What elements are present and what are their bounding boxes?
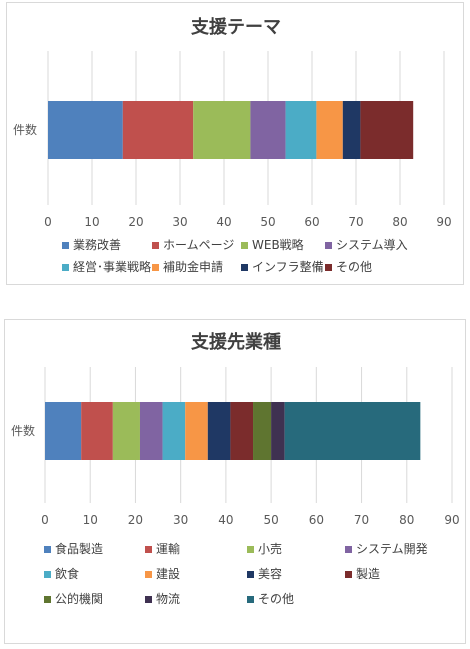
legend-label: その他 [336, 260, 372, 274]
bar-segment-9 [253, 402, 272, 460]
legend-swatch [325, 242, 332, 249]
bar-segment-2 [81, 402, 113, 460]
x-tick-label: 50 [260, 215, 275, 229]
x-tick-label: 70 [348, 215, 363, 229]
legend-label: システム開発 [356, 542, 428, 556]
chart-panel-client-industries: 支援先業種件数 0 10 20 30 40 50 60 70 80 90 食品製造 運輸 小売 システム開発… [4, 319, 466, 644]
legend-label: 建設 [156, 566, 180, 581]
bar-segment-3 [193, 101, 251, 159]
legend-swatch [325, 264, 332, 271]
legend-swatch [152, 264, 159, 271]
legend-label: 物流 [156, 592, 180, 606]
bar-segment-2 [122, 101, 194, 159]
x-tick-label: 0 [41, 513, 49, 527]
bar-segment-8 [230, 402, 254, 460]
bar-segment-5 [285, 101, 317, 159]
chart-panel-support-themes: 支援テーマ件数 0 10 20 30 40 50 60 70 80 90 業務改善 ホームページ WEB戦… [6, 2, 464, 285]
bar-segment-11 [284, 402, 421, 460]
legend-swatch [247, 571, 254, 578]
legend-swatch [44, 596, 51, 603]
bar-segment-5 [162, 402, 186, 460]
legend-label: 補助金申請 [163, 259, 223, 274]
legend-label: WEB戦略 [252, 237, 304, 252]
legend-label: 小売 [258, 541, 282, 556]
x-tick-label: 90 [436, 215, 451, 229]
category-label: 件数 [11, 423, 35, 438]
legend-label: インフラ整備 [252, 259, 324, 274]
x-tick-label: 70 [354, 513, 369, 527]
legend-swatch [44, 571, 51, 578]
legend-swatch [145, 571, 152, 578]
legend-swatch [247, 596, 254, 603]
x-tick-label: 80 [392, 215, 407, 229]
bar-segment-3 [112, 402, 140, 460]
legend-label: 製造 [356, 567, 380, 581]
x-tick-label: 40 [218, 513, 233, 527]
x-tick-label: 60 [304, 215, 319, 229]
bar-segment-6 [185, 402, 208, 460]
bar-segment-1 [48, 101, 123, 159]
x-tick-label: 0 [44, 215, 52, 229]
x-tick-label: 90 [444, 513, 459, 527]
legend-swatch [145, 596, 152, 603]
bar-segment-4 [139, 402, 163, 460]
chart-title: 支援先業種 [190, 331, 281, 353]
legend-swatch [62, 242, 69, 249]
chart-title: 支援テーマ [190, 16, 281, 38]
x-tick-label: 40 [216, 215, 231, 229]
legend-swatch [241, 264, 248, 271]
x-tick-label: 60 [309, 513, 324, 527]
x-tick-label: 10 [83, 513, 98, 527]
x-tick-label: 20 [128, 513, 143, 527]
x-tick-label: 20 [128, 215, 143, 229]
bar-segment-6 [316, 101, 343, 159]
x-tick-label: 30 [173, 513, 188, 527]
bar-segment-8 [360, 101, 414, 159]
legend-label: 業務改善 [73, 237, 121, 252]
bar-segment-1 [45, 402, 82, 460]
bar-segment-10 [271, 402, 285, 460]
legend-swatch [44, 546, 51, 553]
bar-segment-4 [250, 101, 286, 159]
legend-swatch [241, 242, 248, 249]
legend-swatch [247, 546, 254, 553]
legend-label: 食品製造 [55, 541, 103, 556]
legend-label: その他 [258, 592, 294, 606]
legend-label: 経営･事業戦略 [73, 259, 151, 274]
legend-label: 公的機関 [55, 591, 103, 606]
legend-swatch [345, 571, 352, 578]
bar-segment-7 [342, 101, 361, 159]
bar-segment-7 [207, 402, 231, 460]
legend-label: 運輸 [156, 541, 180, 556]
legend-label: 飲食 [55, 566, 79, 581]
x-tick-label: 10 [84, 215, 99, 229]
legend-swatch [345, 546, 352, 553]
legend-label: ホームページ [163, 238, 234, 252]
legend-swatch [62, 264, 69, 271]
legend-swatch [145, 546, 152, 553]
x-tick-label: 50 [263, 513, 278, 527]
legend-swatch [152, 242, 159, 249]
category-label: 件数 [13, 122, 37, 137]
legend-label: 美容 [258, 566, 282, 581]
x-tick-label: 30 [172, 215, 187, 229]
x-tick-label: 80 [399, 513, 414, 527]
legend-label: システム導入 [336, 238, 408, 252]
